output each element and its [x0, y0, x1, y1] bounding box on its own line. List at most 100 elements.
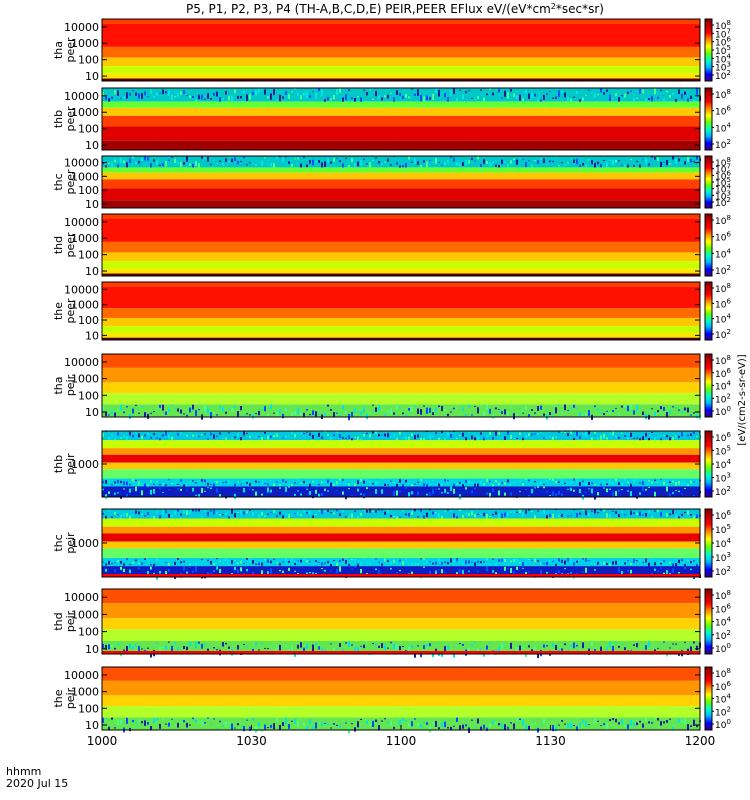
xtick-label-3: 1130	[535, 734, 566, 748]
colorbar-tick-thd-peir-0: 108	[715, 589, 731, 602]
colorbar-tick-thd-peir-4: 100	[715, 642, 731, 655]
band-thc-peir-6	[102, 557, 700, 567]
ytick-label-thb-peer-0: 10000	[64, 90, 99, 103]
colorbar-tick-the-peer-0: 108	[715, 282, 731, 295]
ytick-label-thc-peer-0: 10000	[64, 157, 99, 170]
colorbar-tick-thc-peer-1: 107	[715, 163, 731, 176]
colorbar-tick-thb-peir-4: 102	[715, 485, 731, 498]
colorbar-tick-the-peer-2: 104	[715, 313, 731, 326]
colorbar-tick-tha-peer-5: 103	[715, 61, 731, 74]
panel-frame-tha-peir	[101, 353, 701, 418]
noise-the-peir-4	[102, 717, 701, 734]
colorbar-tick-the-peir-2: 104	[715, 693, 731, 706]
ytick-label-thb-peer-1: 1000	[71, 106, 99, 119]
ytick-label-tha-peir-3: 10	[85, 406, 99, 419]
ytick-label-the-peir-0: 10000	[64, 669, 99, 682]
colorbar-tick-thb-peer-3: 102	[715, 138, 731, 151]
band-the-peer-5	[102, 333, 700, 338]
colorbar-tick-thd-peer-2: 104	[715, 247, 731, 260]
xtick-label-4: 1200	[685, 734, 716, 748]
ytick-label-tha-peer-2: 100	[78, 54, 99, 67]
colorbar-tick-thc-peer-2: 106	[715, 169, 731, 182]
noise-thb-peer-0	[102, 88, 701, 107]
colorbar-thb-peer	[704, 87, 713, 151]
band-thd-peer-2	[102, 241, 700, 253]
colorbar-tick-thc-peir-3: 103	[715, 551, 731, 564]
ytick-label-thd-peir-0: 10000	[64, 591, 99, 604]
edge-strip-7	[102, 574, 700, 577]
ytick-label-the-peer-3: 10	[85, 329, 99, 342]
ytick-label-tha-peir-0: 10000	[64, 356, 99, 369]
ylabel-instrument-the-peer: peer	[64, 298, 77, 324]
band-the-peer-4	[102, 326, 700, 334]
ytick-label-thc-peer-2: 100	[78, 184, 99, 197]
band-tha-peer-2	[102, 46, 700, 58]
band-thd-peer-1	[102, 218, 700, 242]
colorbar-tick-tha-peer-6: 102	[715, 69, 731, 82]
band-the-peer-6	[102, 337, 700, 340]
x-axis: 1000 1030 1100 1130 1200	[87, 725, 716, 748]
band-thc-peir-3	[102, 533, 700, 542]
band-thb-peir-1	[102, 440, 700, 449]
band-thd-peir-2	[102, 618, 700, 630]
band-thc-peer-1	[102, 167, 700, 173]
colorbar-tick-the-peir-3: 102	[715, 705, 731, 718]
ylabel-probe-thb-peer: thb	[52, 110, 65, 128]
ytick-label-thc-peir-0: 1000	[71, 537, 99, 550]
ylabel-probe-thc-peir: thc	[52, 534, 65, 551]
ylabel-probe-thd-peer: thd	[52, 236, 65, 254]
colorbar-tick-tha-peir-4: 100	[715, 405, 731, 418]
colorbar-thc-peer	[704, 155, 713, 209]
panel-tha-peer: 10000 1000 100 10 tha peer 1081071061051041031…	[52, 18, 731, 83]
ylabel-probe-tha-peir: tha	[52, 376, 65, 394]
colorbar-tick-thc-peer-5: 103	[715, 189, 731, 202]
colorbar-tick-tha-peer-2: 106	[715, 36, 731, 49]
x-axis-label-hhmm: hhmm	[6, 765, 41, 778]
band-thd-peer-0	[102, 214, 700, 219]
band-thd-peer-4	[102, 261, 700, 269]
noise-tha-peir-4	[102, 404, 701, 421]
colorbar-tick-thc-peir-2: 104	[715, 537, 731, 550]
ylabel-probe-thd-peir: thd	[52, 612, 65, 630]
colorbar-tick-thd-peir-1: 106	[715, 602, 731, 615]
ylabel-instrument-thc-peer: peer	[64, 169, 77, 195]
band-thc-peer-3	[102, 179, 700, 189]
x-axis-label-date: 2020 Jul 15	[6, 777, 68, 790]
ytick-label-thb-peir-0: 1000	[71, 458, 99, 471]
band-thd-peir-0	[102, 589, 700, 604]
panel-frame-the-peer	[101, 281, 701, 341]
band-tha-peer-5	[102, 73, 700, 79]
band-the-peir-0	[102, 667, 700, 681]
panel-frame-tha-peer	[101, 18, 701, 82]
band-tha-peir-0	[102, 354, 700, 368]
noise-thb-peir-0	[102, 431, 701, 443]
band-thd-peer-6	[102, 273, 700, 276]
colorbar-tick-the-peer-1: 106	[715, 297, 731, 310]
colorbar-tick-the-peir-4: 100	[715, 718, 731, 731]
colorbar-tick-the-peir-1: 106	[715, 680, 731, 693]
xtick-label-2: 1100	[386, 734, 417, 748]
ytick-label-thd-peer-0: 10000	[64, 216, 99, 229]
ylabel-probe-thc-peer: thc	[52, 173, 65, 190]
colorbar-tick-tha-peir-2: 104	[715, 380, 731, 393]
colorbar-tick-thc-peir-1: 105	[715, 523, 731, 536]
ytick-label-the-peer-0: 10000	[64, 283, 99, 296]
band-thd-peir-3	[102, 629, 700, 641]
band-tha-peir-2	[102, 382, 700, 394]
colorbar-tick-thb-peir-2: 104	[715, 458, 731, 471]
band-the-peir-2	[102, 695, 700, 707]
colorbar-tick-thb-peir-3: 103	[715, 472, 731, 485]
ytick-label-thc-peer-1: 1000	[71, 170, 99, 183]
colorbar-tick-thb-peir-0: 106	[715, 431, 731, 444]
colorbar-tick-thc-peer-0: 108	[715, 156, 731, 169]
colorbar-tick-thc-peer-3: 105	[715, 176, 731, 189]
band-tha-peer-3	[102, 57, 700, 67]
colorbar-unit-label: [eV/(cm2-s-sr-eV)]	[737, 354, 748, 445]
band-tha-peir-3	[102, 393, 700, 405]
band-thb-peir-3	[102, 454, 700, 463]
